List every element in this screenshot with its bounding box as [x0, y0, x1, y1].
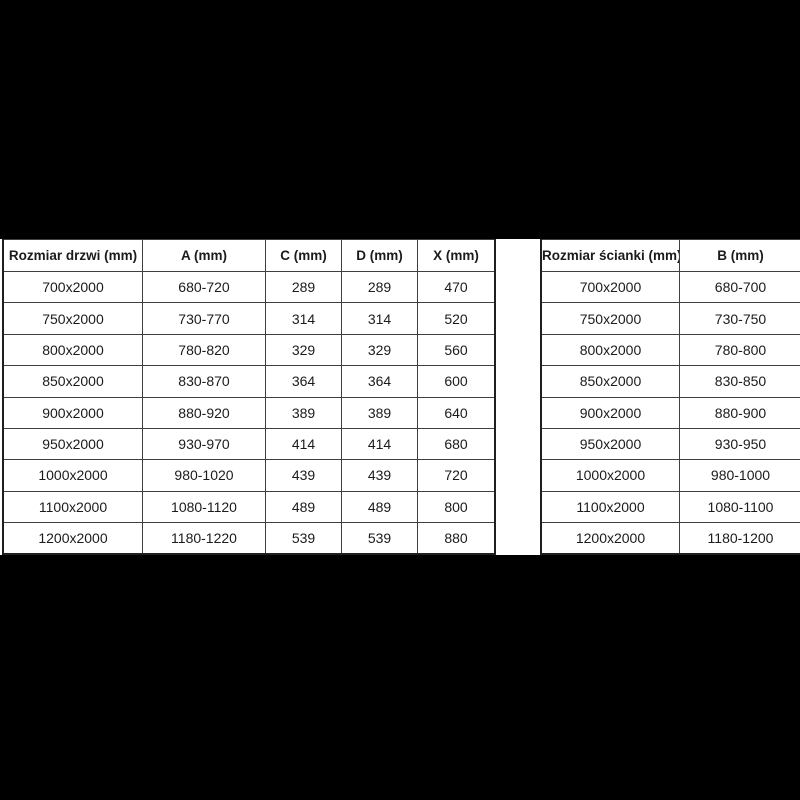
table-row: 750x2000 730-750 [540, 302, 800, 335]
table-cell: 950x2000 [2, 427, 143, 461]
table-row: 900x2000 880-920 389 389 640 [2, 396, 496, 429]
table-cell: 389 [341, 396, 418, 429]
header-row: Rozmiar ścianki (mm) B (mm) [540, 239, 800, 272]
table-cell: 314 [341, 302, 418, 335]
table-cell: 900x2000 [540, 396, 680, 429]
table-cell: 489 [265, 490, 342, 524]
column-header: B (mm) [679, 239, 800, 272]
table-row: 900x2000 880-900 [540, 396, 800, 429]
table-cell: 1080-1100 [679, 490, 800, 524]
table-row: 800x2000 780-800 [540, 333, 800, 367]
table-row: 1100x2000 1080-1100 [540, 490, 800, 524]
table-row: 700x2000 680-700 [540, 270, 800, 304]
column-header: D (mm) [341, 239, 418, 272]
table-cell: 539 [341, 522, 418, 555]
table-cell: 1180-1220 [142, 522, 266, 555]
table-row: 750x2000 730-770 314 314 520 [2, 302, 496, 335]
table-cell: 1200x2000 [540, 522, 680, 555]
table-cell: 980-1020 [142, 459, 266, 492]
table-cell: 900x2000 [2, 396, 143, 429]
table-cell: 439 [265, 459, 342, 492]
table-row: 1100x2000 1080-1120 489 489 800 [2, 490, 496, 524]
table-cell: 780-820 [142, 333, 266, 367]
table-cell: 750x2000 [2, 302, 143, 335]
column-header: Rozmiar ścianki (mm) [540, 239, 680, 272]
table-cell: 1100x2000 [2, 490, 143, 524]
table-cell: 470 [417, 270, 496, 304]
table-cell: 439 [341, 459, 418, 492]
table-cell: 700x2000 [540, 270, 680, 304]
table-cell: 830-850 [679, 365, 800, 398]
table-cell: 1000x2000 [540, 459, 680, 492]
table-cell: 880-920 [142, 396, 266, 429]
table-cell: 930-950 [679, 427, 800, 461]
table-cell: 1200x2000 [2, 522, 143, 555]
table-row: 1200x2000 1180-1220 539 539 880 [2, 522, 496, 555]
table-cell: 800x2000 [2, 333, 143, 367]
table-cell: 880 [417, 522, 496, 555]
table-cell: 720 [417, 459, 496, 492]
table-row: 1000x2000 980-1020 439 439 720 [2, 459, 496, 492]
table-row: 700x2000 680-720 289 289 470 [2, 270, 496, 304]
table-cell: 1000x2000 [2, 459, 143, 492]
table-cell: 1100x2000 [540, 490, 680, 524]
table-cell: 489 [341, 490, 418, 524]
table-cell: 600 [417, 365, 496, 398]
table-cell: 364 [341, 365, 418, 398]
table-cell: 950x2000 [540, 427, 680, 461]
table-row: 1200x2000 1180-1200 [540, 522, 800, 555]
table-cell: 800x2000 [540, 333, 680, 367]
table-row: 800x2000 780-820 329 329 560 [2, 333, 496, 367]
table-cell: 850x2000 [2, 365, 143, 398]
table-cell: 930-970 [142, 427, 266, 461]
table-cell: 730-770 [142, 302, 266, 335]
table-cell: 700x2000 [2, 270, 143, 304]
table-cell: 539 [265, 522, 342, 555]
table-row: 850x2000 830-870 364 364 600 [2, 365, 496, 398]
table-cell: 750x2000 [540, 302, 680, 335]
table-cell: 640 [417, 396, 496, 429]
header-row: Rozmiar drzwi (mm) A (mm) C (mm) D (mm) X (m… [2, 239, 496, 272]
table-cell: 414 [341, 427, 418, 461]
table-cell: 289 [341, 270, 418, 304]
door-dimensions-table: Rozmiar drzwi (mm) A (mm) C (mm) D (mm) X (m… [2, 239, 496, 555]
table-cell: 800 [417, 490, 496, 524]
table-cell: 680-720 [142, 270, 266, 304]
table-cell: 364 [265, 365, 342, 398]
table-cell: 1080-1120 [142, 490, 266, 524]
table-cell: 780-800 [679, 333, 800, 367]
table-cell: 880-900 [679, 396, 800, 429]
table-cell: 414 [265, 427, 342, 461]
column-header: X (mm) [417, 239, 496, 272]
table-cell: 830-870 [142, 365, 266, 398]
column-header: Rozmiar drzwi (mm) [2, 239, 143, 272]
table-row: 850x2000 830-850 [540, 365, 800, 398]
table-cell: 329 [265, 333, 342, 367]
table-row: 1000x2000 980-1000 [540, 459, 800, 492]
table-cell: 1180-1200 [679, 522, 800, 555]
column-header: A (mm) [142, 239, 266, 272]
table-row: 950x2000 930-970 414 414 680 [2, 427, 496, 461]
table-cell: 329 [341, 333, 418, 367]
table-cell: 980-1000 [679, 459, 800, 492]
table-cell: 560 [417, 333, 496, 367]
wall-dimensions-table: Rozmiar ścianki (mm) B (mm) 700x2000 680-70… [540, 239, 800, 555]
table-row: 950x2000 930-950 [540, 427, 800, 461]
table-cell: 730-750 [679, 302, 800, 335]
table-cell: 314 [265, 302, 342, 335]
table-cell: 680-700 [679, 270, 800, 304]
table-cell: 850x2000 [540, 365, 680, 398]
table-cell: 389 [265, 396, 342, 429]
table-cell: 520 [417, 302, 496, 335]
table-cell: 680 [417, 427, 496, 461]
table-cell: 289 [265, 270, 342, 304]
column-header: C (mm) [265, 239, 342, 272]
